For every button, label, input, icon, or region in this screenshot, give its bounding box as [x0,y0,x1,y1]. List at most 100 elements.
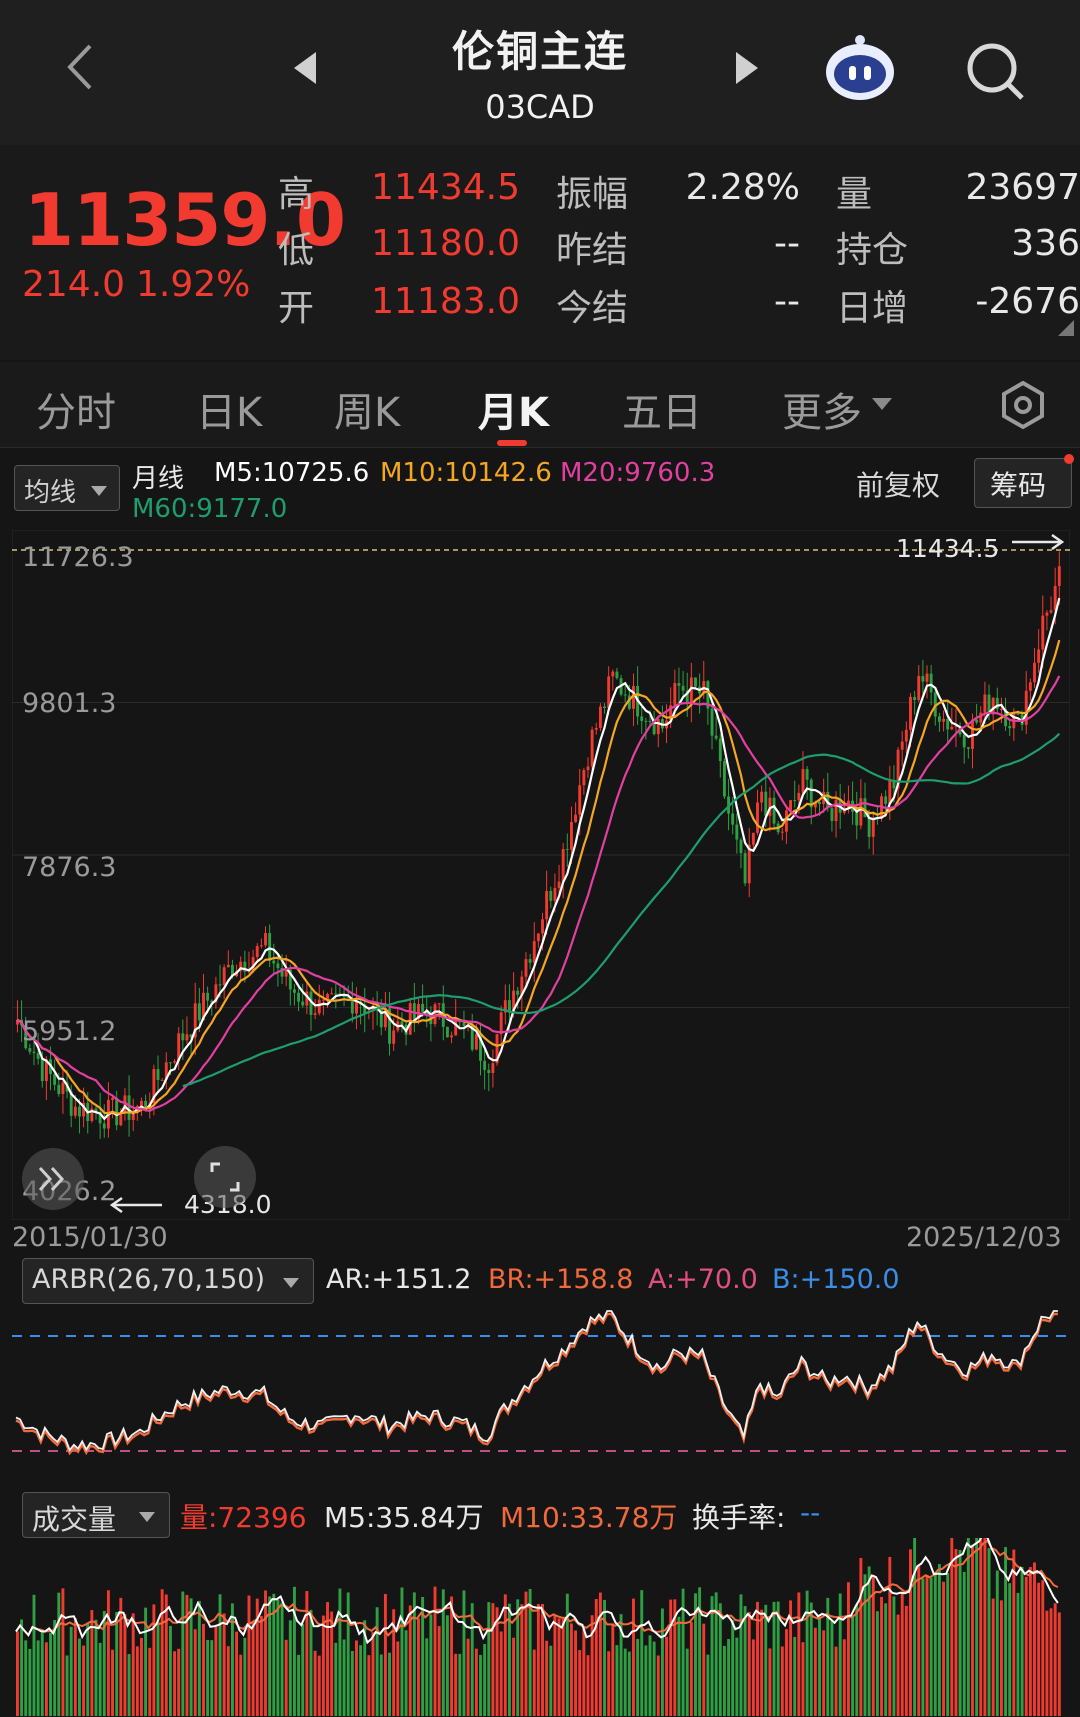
indicator-selector-arbr[interactable] [22,1258,314,1304]
tab-daily-k[interactable]: 日K [196,390,263,436]
volume-bar [909,1549,912,1716]
volume-bar [801,1642,805,1716]
volume-bar [615,1645,619,1716]
volume-bar [863,1574,867,1716]
stat-value-daily-change: -2676 [975,281,1080,322]
candle-body [44,1059,48,1082]
candle-body [607,676,611,708]
tab-weekly-k[interactable]: 周K [334,390,401,436]
volume-bar [152,1604,156,1716]
back-icon[interactable] [60,40,100,94]
volume-bar [1008,1583,1012,1716]
candle-body [90,1108,94,1121]
volume-bar [557,1618,561,1716]
volume-bar [545,1640,549,1716]
volume-bar [536,1604,540,1716]
volume-bar [983,1538,987,1716]
candle-body [326,993,329,1000]
candle-body [379,1007,383,1028]
volume-bar [276,1599,280,1716]
volume-bar [669,1599,673,1716]
volume-bar [859,1558,863,1716]
candle-body [160,1079,164,1081]
volume-bar [379,1654,383,1716]
candle-body [735,824,739,840]
volume-bar [53,1620,57,1716]
collapse-panel-icon[interactable] [22,1148,84,1210]
kline-chart[interactable] [12,530,1070,1220]
search-icon[interactable] [964,40,1028,104]
volume-bar [904,1605,908,1716]
candle-body [813,802,817,808]
chips-button[interactable] [974,458,1072,508]
adjust-mode-button[interactable]: 前复权 [856,469,941,502]
candle-body [16,1019,19,1025]
stat-label-today-settle: 今结 [556,288,629,329]
candle-body [487,1069,491,1074]
candle-body [264,933,267,946]
prev-contract-icon[interactable] [290,50,320,86]
volume-bar [495,1607,499,1716]
volume-bar [115,1612,119,1716]
volume-bar [474,1648,478,1716]
volume-bar [710,1596,714,1716]
robot-assistant-icon[interactable] [822,32,898,102]
y-label-3: 7876.3 [22,852,117,883]
candle-body [433,1004,437,1025]
volume-bar [288,1620,292,1716]
tab-intraday[interactable]: 分时 [36,390,116,436]
volume-bar [148,1647,152,1716]
candle-body [694,677,697,687]
arbr-chevron-icon [282,1274,300,1288]
volume-bar [867,1566,871,1716]
volume-bar [549,1645,553,1716]
candle-body [805,769,809,780]
volume-m5-line [15,1538,1059,1645]
stat-label-prev-settle: 昨结 [556,230,629,271]
candle-body [193,1003,197,1038]
tab-more[interactable]: 更多 [782,390,862,436]
volume-bar [479,1654,482,1716]
candle-body [954,726,958,728]
a-value: A:+70.0 [648,1264,758,1295]
candle-body [24,1025,28,1049]
candle-body [450,1035,454,1038]
arbr-chart[interactable] [12,1306,1070,1476]
volume-bar [388,1652,391,1716]
candle-body [962,734,966,748]
ma20-value: M20:9760.3 [560,458,716,488]
candle-body [363,1004,367,1014]
volume-bar [491,1603,495,1716]
candle-body [648,720,652,722]
candle-body [545,890,549,920]
candle-body [78,1106,81,1117]
candle-body [61,1082,65,1094]
candle-body [689,677,693,703]
volume-bar [797,1592,801,1716]
volume-bar [86,1622,90,1716]
candle-body [966,747,970,749]
chevron-down-icon [870,396,894,412]
tab-five-day[interactable]: 五日 [622,390,702,436]
fullscreen-icon[interactable] [194,1146,256,1208]
ma10-value: M10:10142.6 [380,458,552,488]
tab-monthly-k[interactable]: 月K [478,390,549,436]
candle-body [917,676,921,701]
settings-hexagon-icon[interactable] [998,380,1048,430]
ma-period-label: 月线 [132,464,185,494]
candle-body [574,814,578,823]
next-contract-icon[interactable] [732,50,762,86]
volume-bar [512,1637,516,1716]
candle-body [933,692,937,717]
volume-bar [363,1620,367,1716]
candle-body [73,1106,77,1116]
expand-corner-icon[interactable] [1058,320,1074,336]
volume-bar [739,1594,743,1716]
ma60-value: M60:9177.0 [132,494,288,524]
volume-chart[interactable] [12,1538,1070,1716]
ar-value: AR:+151.2 [326,1264,472,1295]
candle-body [111,1097,114,1100]
candle-body [586,766,590,771]
low-arrow-icon [108,1195,164,1215]
candle-body [268,933,272,961]
